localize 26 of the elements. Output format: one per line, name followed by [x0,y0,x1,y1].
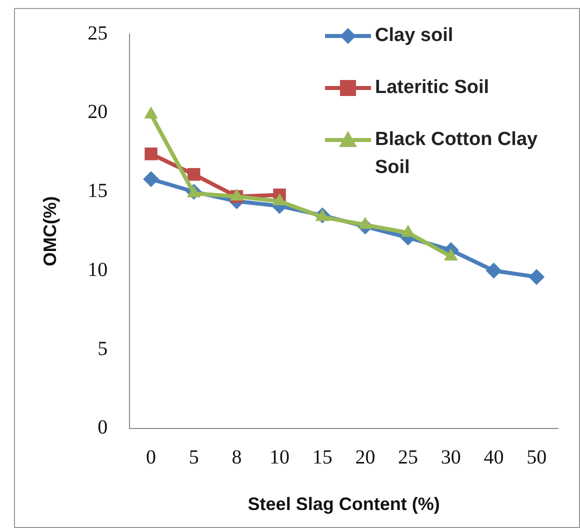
x-axis-title: Steel Slag Content (%) [248,494,440,514]
x-tick-label: 0 [146,446,156,469]
legend-label: Clay soil [375,24,454,48]
y-axis-title: OMC(%) [40,196,60,266]
x-tick-label: 8 [232,446,242,469]
x-tick-label: 10 [270,446,290,469]
x-tick-label: 30 [440,446,461,469]
x-tick-label: 40 [484,446,504,469]
legend-label: Black Cotton Clay Soil [375,128,539,180]
y-tick-label: 15 [88,180,108,202]
point [144,148,158,160]
y-tick-label: 0 [98,416,108,439]
x-tick-label: 50 [526,446,547,469]
y-tick-label: 25 [88,22,108,44]
y-tick-label: 10 [88,258,108,281]
x-tick-label: 5 [188,446,199,469]
point [486,262,502,279]
y-tick-label: 5 [98,338,108,360]
point [187,168,200,181]
y-tick-label: 20 [88,101,108,124]
x-tick-label: 15 [312,446,332,469]
point [528,268,545,285]
x-tick-label: 20 [355,446,376,469]
x-tick-label: 25 [398,446,418,469]
legend-label: Lateritic Soil [375,76,490,100]
point [143,171,160,188]
